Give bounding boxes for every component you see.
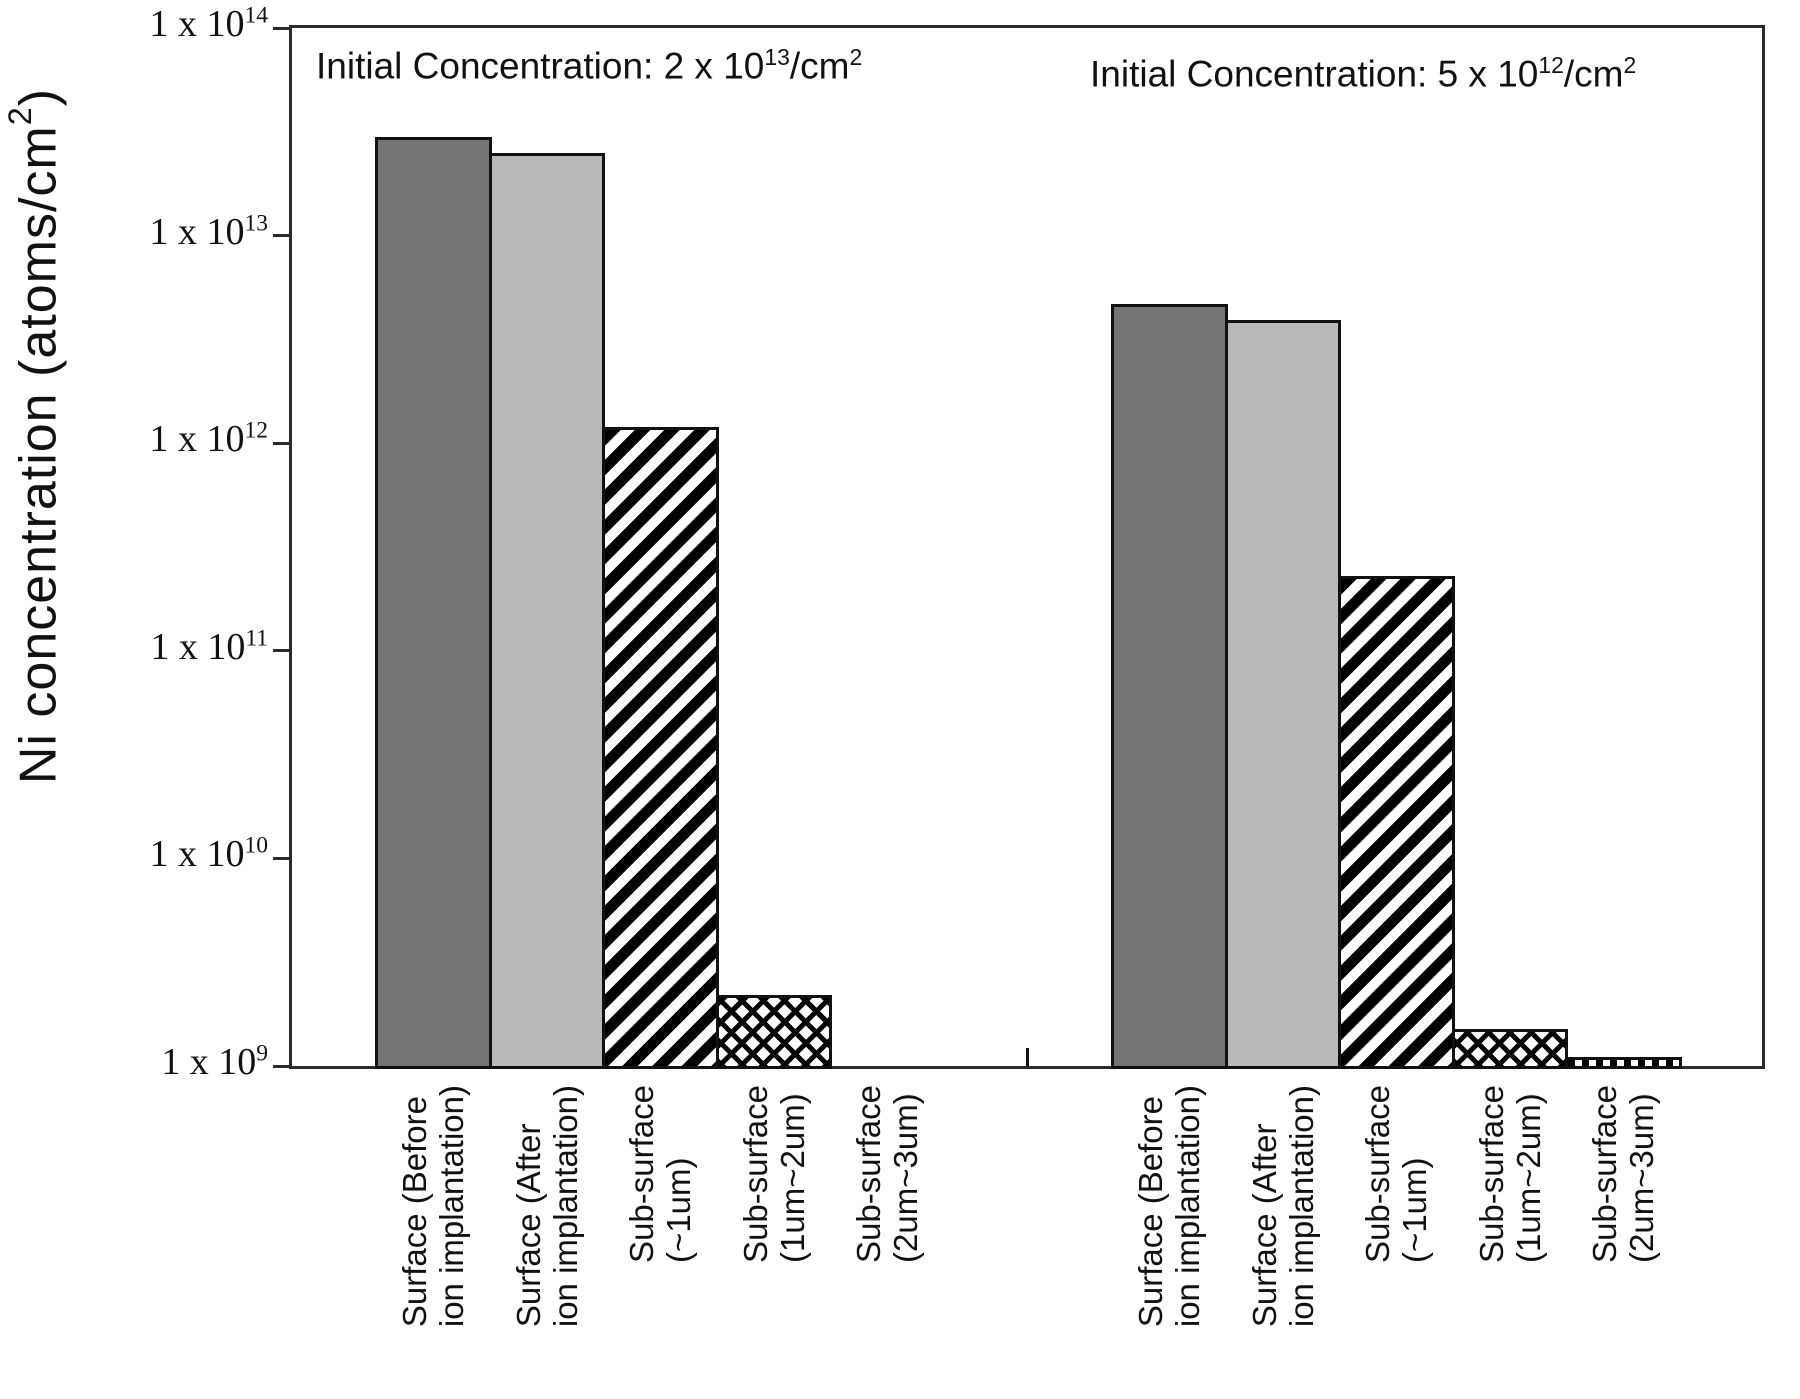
x-label-group1-cat4: Sub-surface (1um~2um) [736, 1085, 811, 1263]
y-tick-mark [273, 234, 292, 238]
x-label-group2-cat5: Sub-surface (2um~3um) [1586, 1085, 1661, 1263]
bar-diagonal-hatch-group1 [602, 426, 719, 1069]
x-label-group1-cat5: Sub-surface (2um~3um) [850, 1085, 925, 1263]
x-tick-mark [1025, 1048, 1029, 1066]
y-tick-mark [273, 26, 292, 30]
bar-solid-dark-gray-group2 [1111, 303, 1228, 1069]
annotation-group2: Initial Concentration: 5 x 1012/cm2 [1090, 52, 1637, 95]
y-tick-label: 1 x 1011 [150, 625, 268, 668]
y-tick-label: 1 x 1013 [149, 209, 268, 253]
annotation-group1: Initial Concentration: 2 x 1013/cm2 [316, 44, 863, 87]
x-label-group1-cat2: Surface (After ion implantation) [509, 1085, 584, 1328]
bar-vertical-stripes-group2 [1565, 1057, 1682, 1069]
x-label-group1-cat3: Sub-surface (~1um) [623, 1085, 698, 1263]
x-label-group2-cat1: Surface (Before ion implantation) [1132, 1085, 1207, 1328]
bar-solid-dark-gray-group1 [375, 136, 492, 1069]
bar-cross-hatch-group2 [1451, 1029, 1568, 1069]
y-tick-label: 1 x 109 [161, 1040, 268, 1083]
bar-solid-light-gray-group1 [488, 152, 605, 1069]
y-tick-label: 1 x 1010 [149, 832, 268, 876]
x-label-group2-cat3: Sub-surface (~1um) [1359, 1085, 1434, 1263]
y-tick-mark [273, 649, 292, 653]
x-label-group2-cat4: Sub-surface (1um~2um) [1472, 1085, 1547, 1263]
y-tick-label: 1 x 1014 [149, 2, 268, 45]
y-tick-mark [273, 856, 292, 860]
y-tick-mark [273, 1064, 292, 1068]
y-tick-mark [273, 441, 292, 445]
x-label-group1-cat1: Surface (Before ion implantation) [396, 1085, 471, 1328]
bar-diagonal-hatch-group2 [1338, 575, 1455, 1069]
y-tick-label: 1 x 1012 [149, 417, 268, 461]
bar-solid-light-gray-group2 [1224, 320, 1341, 1069]
bar-cross-hatch-group1 [715, 994, 832, 1069]
x-label-group2-cat2: Surface (After ion implantation) [1245, 1085, 1320, 1328]
